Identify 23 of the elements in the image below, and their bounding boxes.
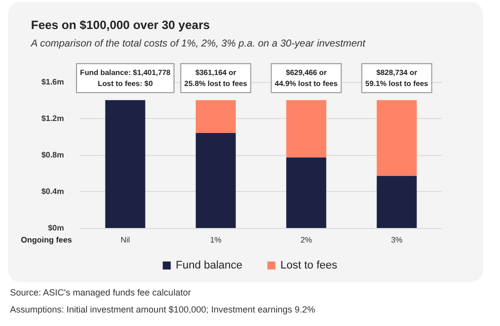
x-axis-title: Ongoing fees [20, 236, 73, 244]
bar [196, 100, 236, 134]
bar [376, 100, 417, 176]
bar [196, 133, 236, 228]
bar [286, 158, 326, 228]
y-tick-label: $0.8m [41, 150, 64, 160]
x-tick-label: 2% [300, 236, 312, 244]
bar [105, 100, 146, 228]
y-tick-label: $1.2m [41, 114, 64, 123]
source-note: Source: ASIC's managed funds fee calculator [10, 288, 191, 298]
x-tick-label: Nil [120, 236, 130, 244]
x-tick-label: 1% [210, 236, 222, 244]
chart-subtitle: A comparison of the total costs of 1%, 2%, 3% p.a. on a 30-year investment [30, 38, 366, 50]
y-tick-label: $1.6m [41, 78, 64, 86]
y-tick-label: $0m [48, 224, 64, 232]
x-tick-label: 3% [390, 236, 403, 244]
y-tick-label: $0.4m [41, 187, 64, 196]
bar [286, 100, 326, 158]
chart-title: Fees on $100,000 over 30 years [31, 18, 210, 32]
bar [376, 176, 417, 228]
legend-label: Fund balance [176, 260, 242, 272]
text: Assumptions: Initial investment amount $100,000; Investment earnings 9.2% [10, 304, 316, 314]
legend-label: Lost to fees [280, 260, 338, 272]
